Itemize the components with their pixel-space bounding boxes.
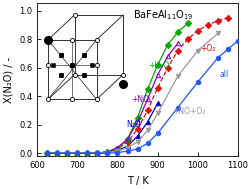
Y-axis label: X(N₂O) / -: X(N₂O) / - [4,57,13,103]
Text: +NO+O₂: +NO+O₂ [172,107,205,116]
Text: all: all [220,70,229,79]
Text: BaFeAl$_{11}$O$_{19}$: BaFeAl$_{11}$O$_{19}$ [133,8,194,22]
Text: +H₂O: +H₂O [148,61,170,70]
Text: N₂O: N₂O [126,119,141,129]
Text: +NO: +NO [132,95,149,104]
Text: +O₂: +O₂ [200,44,215,53]
X-axis label: T / K: T / K [127,176,148,186]
